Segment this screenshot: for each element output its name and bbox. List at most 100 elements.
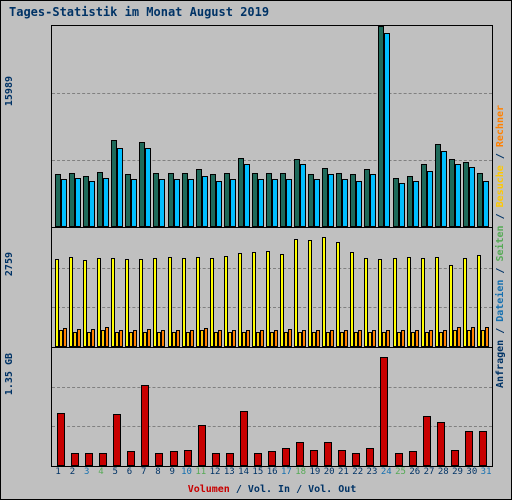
day-group xyxy=(377,228,391,346)
bar-rechner xyxy=(358,330,362,347)
day-group xyxy=(152,348,166,466)
bar-volumen xyxy=(212,453,220,466)
day-group xyxy=(96,348,110,466)
x-tick: 13 xyxy=(222,467,236,479)
day-group xyxy=(420,26,434,227)
day-group xyxy=(54,348,68,466)
day-group xyxy=(420,348,434,466)
x-tick: 26 xyxy=(408,467,422,479)
day-group xyxy=(434,228,448,346)
bar-dateien xyxy=(230,179,236,227)
bar-rechner xyxy=(119,330,123,347)
bar-volumen xyxy=(240,411,248,466)
day-group xyxy=(392,348,406,466)
x-tick: 30 xyxy=(465,467,479,479)
day-group xyxy=(138,26,152,227)
bar-volumen xyxy=(395,453,403,466)
day-group xyxy=(54,26,68,227)
bar-volumen xyxy=(479,431,487,466)
day-group xyxy=(377,348,391,466)
day-group xyxy=(392,228,406,346)
legend-item: Volumen xyxy=(188,484,230,495)
x-tick: 28 xyxy=(436,467,450,479)
bar-rechner xyxy=(330,330,334,347)
bar-dateien xyxy=(89,181,95,228)
bar-volumen xyxy=(184,450,192,466)
day-group xyxy=(476,228,490,346)
day-group xyxy=(82,26,96,227)
x-tick: 2 xyxy=(65,467,79,479)
bar-dateien xyxy=(244,164,250,227)
x-tick: 23 xyxy=(365,467,379,479)
bar-volumen xyxy=(226,453,234,466)
x-tick: 5 xyxy=(108,467,122,479)
bar-dateien xyxy=(216,181,222,228)
day-group xyxy=(68,26,82,227)
bar-rechner xyxy=(302,330,306,347)
legend-item: Seiten xyxy=(495,225,506,261)
bar-rechner xyxy=(105,327,109,346)
bar-dateien xyxy=(384,33,390,227)
day-group xyxy=(279,26,293,227)
day-group xyxy=(265,348,279,466)
bar-dateien xyxy=(103,178,109,227)
day-group xyxy=(448,26,462,227)
right-legend: Anfragen / Dateien / Seiten / Besuche / … xyxy=(495,25,509,467)
day-group xyxy=(462,228,476,346)
bar-volumen xyxy=(352,453,360,466)
day-group xyxy=(110,228,124,346)
day-group xyxy=(251,26,265,227)
bar-dateien xyxy=(441,151,447,228)
x-tick: 16 xyxy=(265,467,279,479)
day-group xyxy=(349,228,363,346)
legend-item: Vol. Out xyxy=(308,484,356,495)
bar-dateien xyxy=(131,179,137,227)
x-tick: 15 xyxy=(251,467,265,479)
day-group xyxy=(223,26,237,227)
day-group xyxy=(195,348,209,466)
bar-rechner xyxy=(471,327,475,346)
bar-volumen xyxy=(113,414,121,466)
day-group xyxy=(124,26,138,227)
day-group xyxy=(307,26,321,227)
day-group xyxy=(363,26,377,227)
x-tick: 31 xyxy=(479,467,493,479)
day-group xyxy=(377,26,391,227)
bar-rechner xyxy=(232,330,236,347)
bar-volumen xyxy=(71,453,79,466)
x-tick: 22 xyxy=(351,467,365,479)
bar-volumen xyxy=(155,453,163,466)
bar-rechner xyxy=(161,330,165,347)
bar-rechner xyxy=(147,329,151,347)
x-tick: 4 xyxy=(94,467,108,479)
bar-dateien xyxy=(188,179,194,227)
day-group xyxy=(195,26,209,227)
chart-container: Tages-Statistik im Monat August 2019 159… xyxy=(0,0,512,500)
bar-volumen xyxy=(170,451,178,466)
day-group xyxy=(237,348,251,466)
bar-dateien xyxy=(455,164,461,227)
legend-item: Vol. In xyxy=(248,484,290,495)
bar-rechner xyxy=(316,330,320,347)
day-group xyxy=(209,228,223,346)
day-group xyxy=(420,228,434,346)
bar-volumen xyxy=(268,451,276,466)
x-tick: 3 xyxy=(80,467,94,479)
bar-dateien xyxy=(483,181,489,228)
day-group xyxy=(96,228,110,346)
day-group xyxy=(96,26,110,227)
day-group xyxy=(462,348,476,466)
day-group xyxy=(363,228,377,346)
bar-dateien xyxy=(300,164,306,227)
bar-volumen xyxy=(85,453,93,466)
day-group xyxy=(448,348,462,466)
day-group xyxy=(265,26,279,227)
day-group xyxy=(181,228,195,346)
bar-volumen xyxy=(324,442,332,466)
bar-dateien xyxy=(272,179,278,227)
x-tick: 12 xyxy=(208,467,222,479)
day-group xyxy=(195,228,209,346)
x-tick: 14 xyxy=(236,467,250,479)
day-group xyxy=(293,228,307,346)
day-group xyxy=(110,348,124,466)
